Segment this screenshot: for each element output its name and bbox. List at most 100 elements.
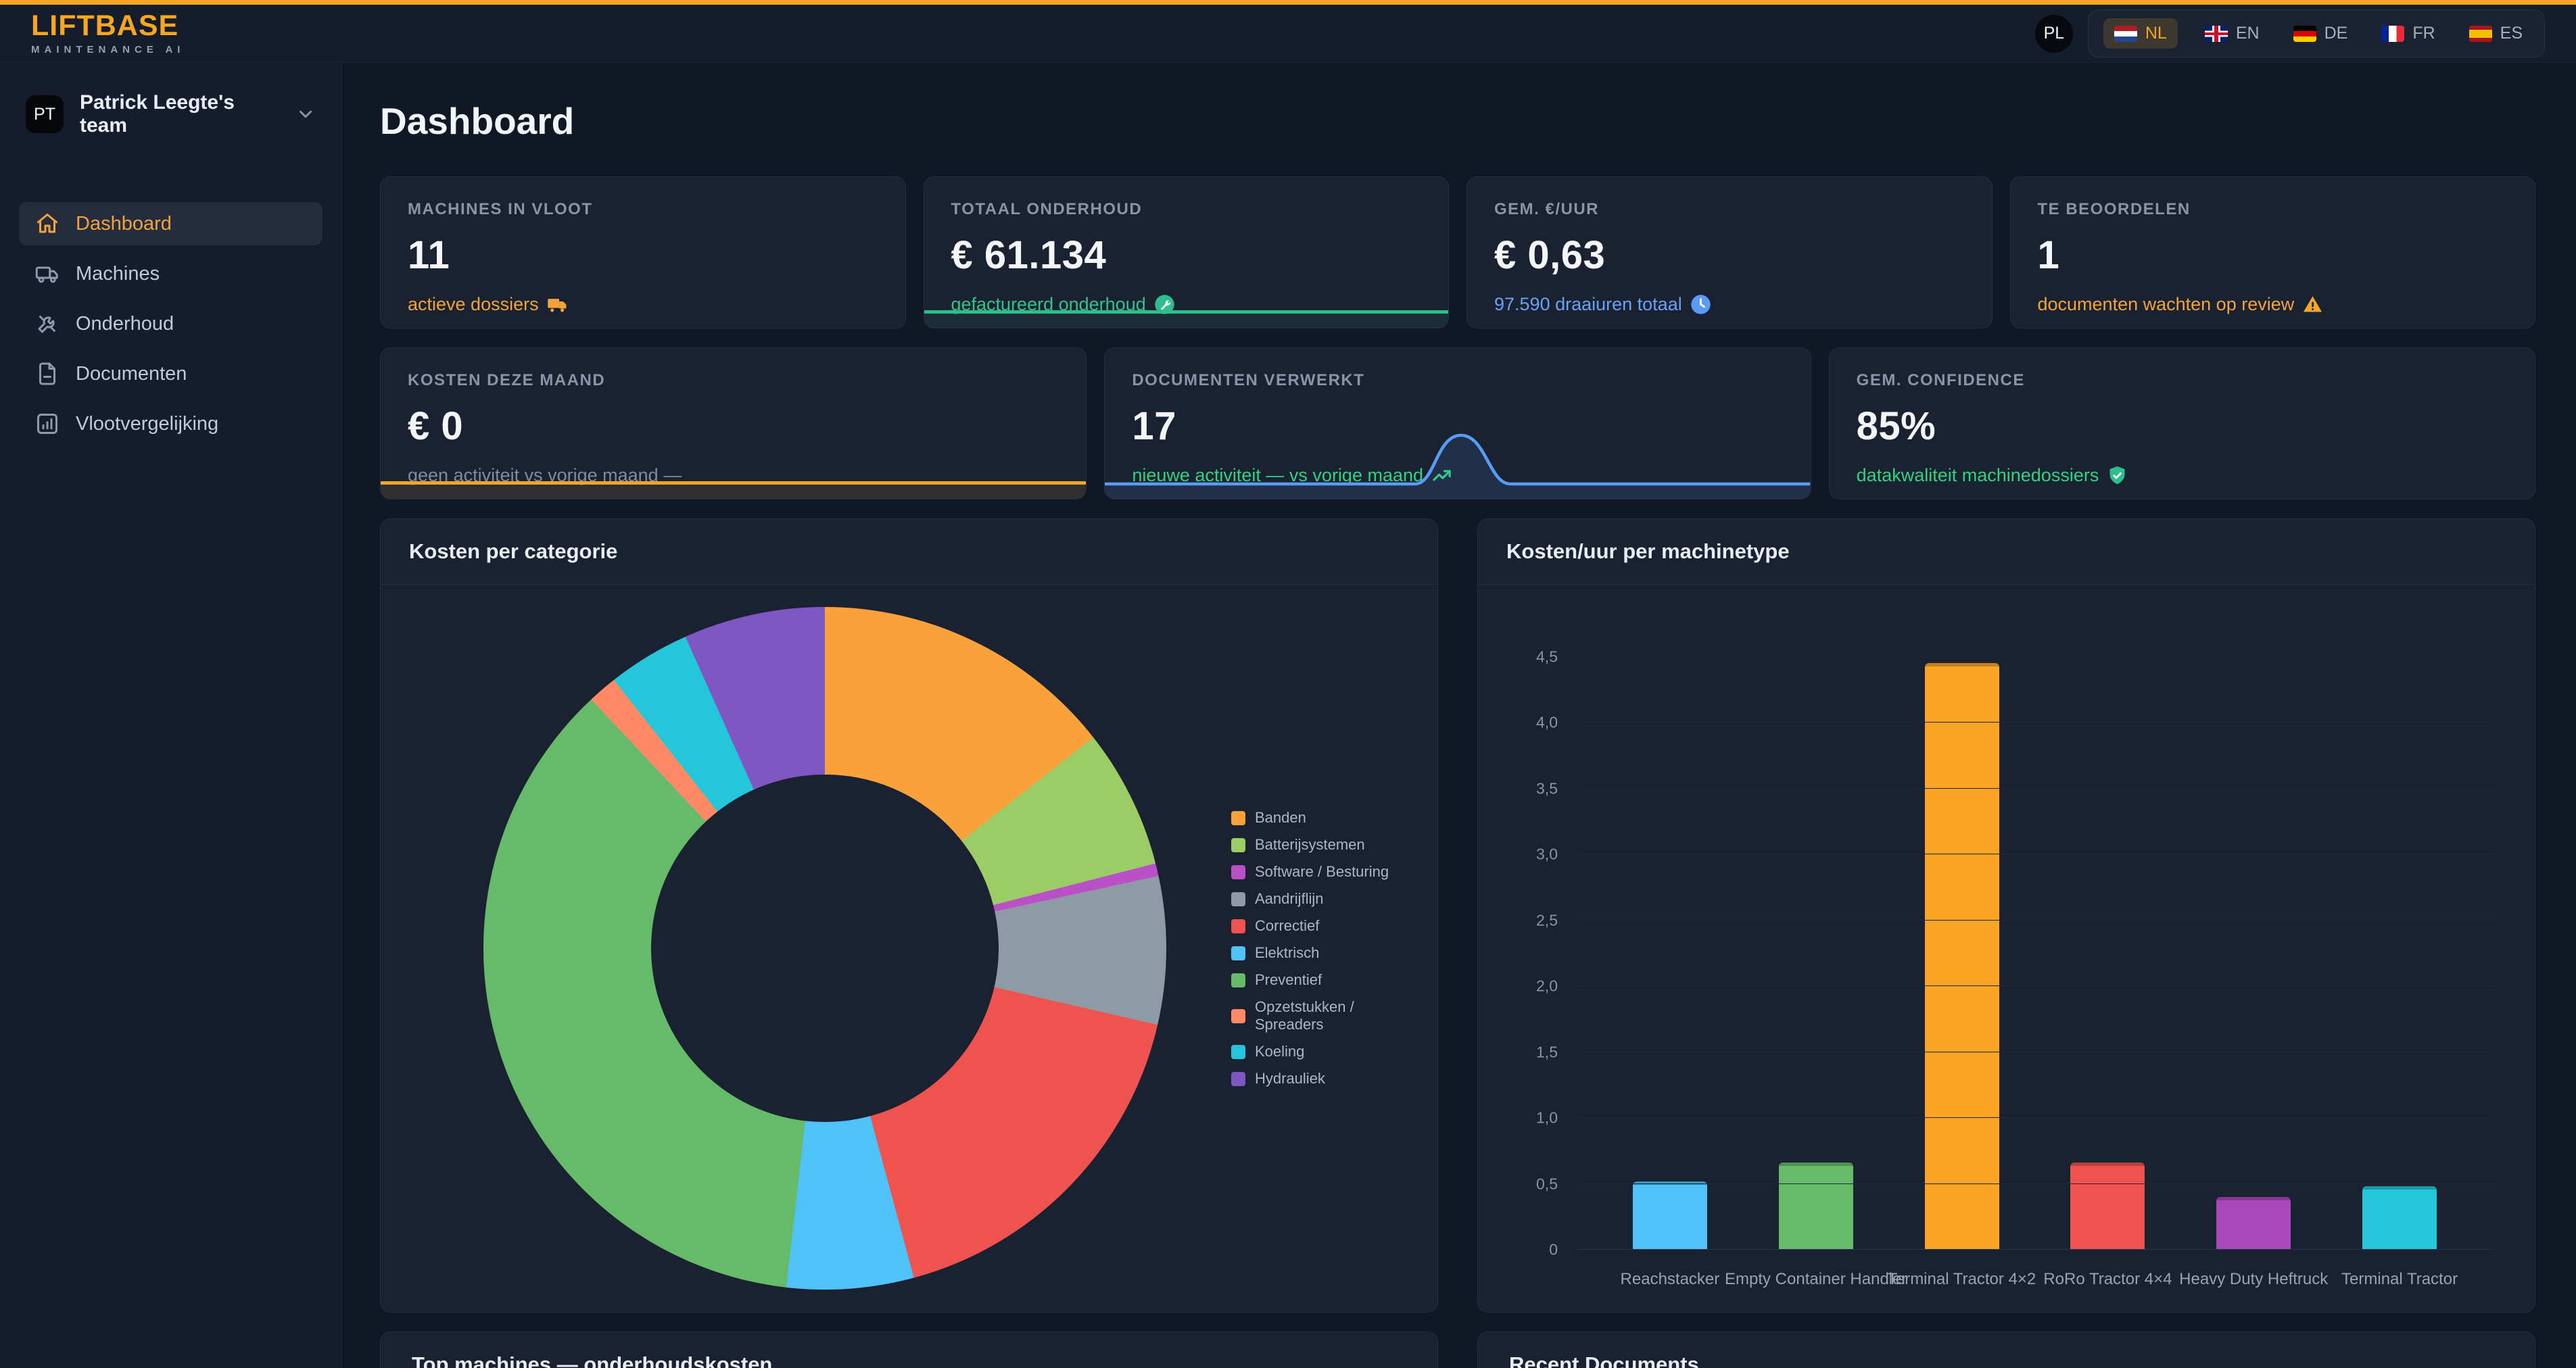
pie-legend: Banden Batterijsystemen Software / Besturi… xyxy=(1231,809,1405,1088)
stat-sub-text: nieuwe activiteit — vs vorige maand xyxy=(1132,465,1424,485)
legend-item[interactable]: Correctief xyxy=(1231,917,1405,935)
y-axis-tick: 3,0 xyxy=(1536,845,1558,863)
legend-item[interactable]: Elektrisch xyxy=(1231,944,1405,962)
stat-sub: actieve dossiers xyxy=(408,294,878,315)
legend-swatch xyxy=(1231,946,1245,960)
legend-swatch xyxy=(1231,891,1245,906)
lang-item-en[interactable]: EN xyxy=(2198,20,2266,47)
team-avatar: PT xyxy=(26,95,64,133)
user-avatar[interactable]: PL xyxy=(2034,14,2073,53)
lang-code: ES xyxy=(2500,24,2523,43)
page-title: Dashboard xyxy=(380,100,575,142)
recent-documents-title: Recent Documents xyxy=(1509,1352,1699,1368)
bar[interactable] xyxy=(1924,663,1999,1250)
sidebar-item-dashboard[interactable]: Dashboard xyxy=(19,202,323,245)
sidebar-item-machines[interactable]: Machines xyxy=(19,252,323,295)
team-selector[interactable]: PT Patrick Leegte's team xyxy=(19,86,323,143)
donut-chart[interactable] xyxy=(483,607,1166,1290)
legend-item[interactable]: Hydrauliek xyxy=(1231,1070,1405,1088)
sidebar-item-documenten[interactable]: Documenten xyxy=(19,352,323,395)
legend-item[interactable]: Opzetstukken / Spreaders xyxy=(1231,998,1405,1033)
legend-swatch xyxy=(1231,864,1245,879)
lang-item-nl[interactable]: NL xyxy=(2103,18,2178,49)
legend-label: Preventief xyxy=(1255,971,1322,988)
stat-label: GEM. CONFIDENCE xyxy=(1856,371,2025,389)
document-icon xyxy=(39,362,55,385)
sparkline-flat xyxy=(381,481,1087,485)
stat-value: 11 xyxy=(408,233,450,277)
es-flag-icon xyxy=(2468,25,2492,42)
bar[interactable] xyxy=(2362,1186,2437,1250)
gridline xyxy=(1577,1183,2493,1184)
sidebar-item-vlootvergelijking[interactable]: Vlootvergelijking xyxy=(19,402,323,445)
x-axis-label: Terminal Tractor 4×2 xyxy=(1887,1270,2036,1288)
legend-item[interactable]: Preventief xyxy=(1231,971,1405,989)
legend-label: Aandrijflijn xyxy=(1255,890,1324,907)
legend-swatch xyxy=(1231,810,1245,825)
bar-column: Heavy Duty Heftruck xyxy=(2179,624,2328,1288)
y-axis-tick: 3,5 xyxy=(1536,779,1558,798)
stat-card-gem-confidence: GEM. CONFIDENCE 85% datakwaliteit machin… xyxy=(1828,347,2535,499)
stat-card-kosten-deze-maand: KOSTEN DEZE MAAND € 0 geen activiteit vs… xyxy=(380,347,1087,499)
topbar: LIFTBASE MAINTENANCE AI PL NL EN DE FR xyxy=(0,5,2576,63)
stat-label: GEM. €/UUR xyxy=(1494,200,1600,218)
bar-column: RoRo Tractor 4×4 xyxy=(2034,624,2180,1288)
truck-icon xyxy=(35,266,58,283)
gridline xyxy=(1577,1117,2493,1119)
stat-label: TE BEOORDELEN xyxy=(2037,200,2191,218)
pie-chart-title: Kosten per categorie xyxy=(409,539,618,563)
legend-item[interactable]: Software / Besturing xyxy=(1231,863,1405,881)
legend-label: Elektrisch xyxy=(1255,944,1320,961)
bar-column: Empty Container Handler xyxy=(1725,624,1907,1288)
legend-swatch xyxy=(1231,1044,1245,1059)
bar-chart-icon xyxy=(37,414,57,434)
legend-label: Correctief xyxy=(1255,917,1320,934)
bar-column: Terminal Tractor xyxy=(2327,624,2473,1288)
pie-chart-header: Kosten per categorie xyxy=(381,519,1437,585)
legend-label: Opzetstukken / Spreaders xyxy=(1255,998,1354,1033)
legend-label: Batterijsystemen xyxy=(1255,836,1365,853)
bar-chart-header: Kosten/uur per machinetype xyxy=(1478,519,2535,585)
lang-code: DE xyxy=(2324,24,2348,43)
stat-value: € 0,63 xyxy=(1494,233,1606,277)
stat-card-gem-eur-uur: GEM. €/UUR € 0,63 97.590 draaiuren totaa… xyxy=(1466,176,1993,328)
legend-label: Koeling xyxy=(1255,1043,1305,1060)
stat-value: 17 xyxy=(1132,404,1176,448)
x-axis-label: Heavy Duty Heftruck xyxy=(2179,1270,2329,1288)
bar[interactable] xyxy=(1778,1163,1853,1250)
sidebar-item-label: Documenten xyxy=(76,362,187,385)
lang-item-es[interactable]: ES xyxy=(2462,20,2529,47)
stat-label: TOTAAL ONDERHOUD xyxy=(951,200,1143,218)
stat-card-documenten-verwerkt: DOCUMENTEN VERWERKT 17 nieuwe activiteit… xyxy=(1104,347,1811,499)
y-axis-tick: 4,5 xyxy=(1536,648,1558,666)
legend-item[interactable]: Koeling xyxy=(1231,1043,1405,1060)
lang-item-de[interactable]: DE xyxy=(2287,20,2355,47)
trend-up-icon xyxy=(1433,470,1451,481)
stats-row-1: MACHINES IN VLOOT 11 actieve dossiers TO… xyxy=(380,176,2535,328)
legend-item[interactable]: Banden xyxy=(1231,809,1405,827)
stat-value: € 0 xyxy=(408,404,464,448)
language-switcher: NL EN DE FR ES xyxy=(2087,9,2545,57)
x-axis-label: RoRo Tractor 4×4 xyxy=(2043,1270,2172,1288)
bar[interactable] xyxy=(2216,1197,2291,1250)
legend-item[interactable]: Batterijsystemen xyxy=(1231,836,1405,854)
bar[interactable] xyxy=(1632,1181,1707,1250)
gridline xyxy=(1577,919,2493,921)
sparkline-flat xyxy=(924,310,1448,314)
stat-label: KOSTEN DEZE MAAND xyxy=(408,371,606,389)
donut-hole xyxy=(651,775,999,1122)
bar-chart-card: Kosten/uur per machinetype Reachstacker E… xyxy=(1477,518,2535,1313)
shield-check-icon xyxy=(2109,466,2125,485)
legend-label: Hydrauliek xyxy=(1255,1070,1325,1087)
top-machines-title: Top machines — onderhoudskosten xyxy=(412,1352,773,1368)
wrench-icon xyxy=(1155,295,1174,314)
gridline xyxy=(1577,656,2493,657)
sidebar-item-onderhoud[interactable]: Onderhoud xyxy=(19,302,323,345)
legend-label: Banden xyxy=(1255,809,1306,826)
nl-flag-icon xyxy=(2114,25,2137,42)
stat-card-machines-in-vloot: MACHINES IN VLOOT 11 actieve dossiers xyxy=(380,176,906,328)
gridline xyxy=(1577,722,2493,723)
bar[interactable] xyxy=(2070,1163,2145,1250)
legend-item[interactable]: Aandrijflijn xyxy=(1231,890,1405,908)
lang-item-fr[interactable]: FR xyxy=(2375,20,2441,47)
